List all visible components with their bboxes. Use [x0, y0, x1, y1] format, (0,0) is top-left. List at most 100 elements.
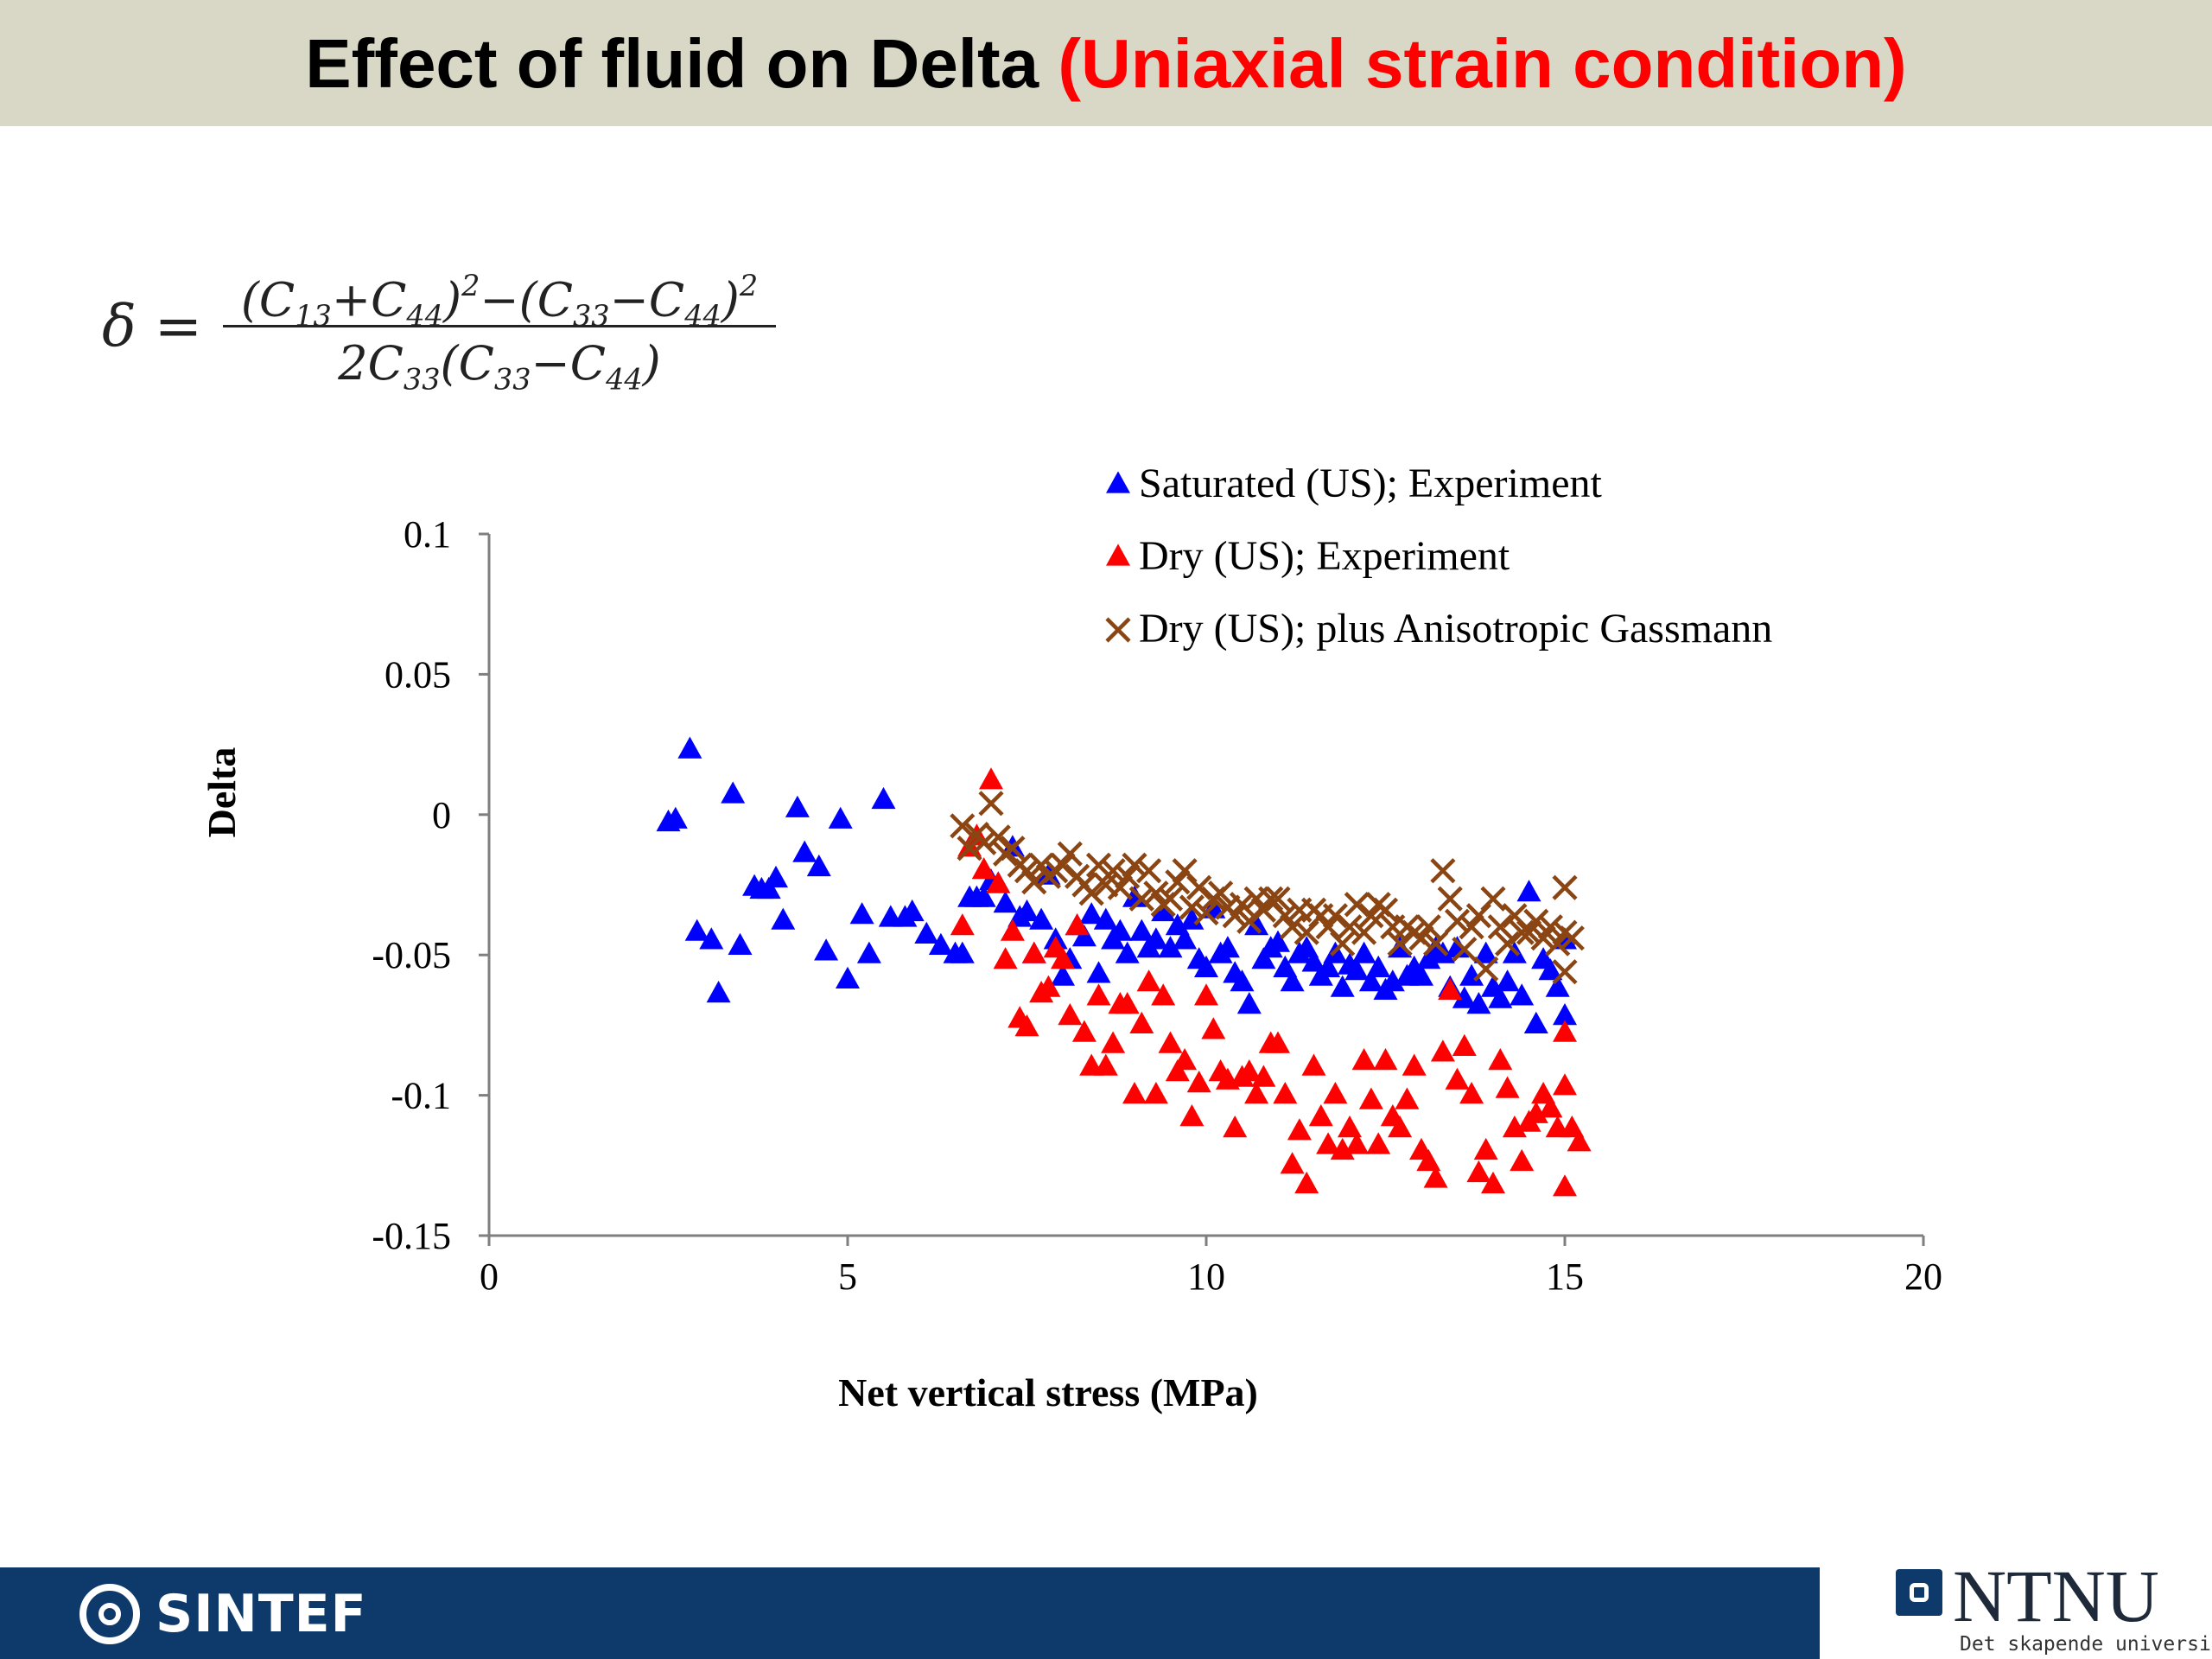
- data-point-marker: [1201, 1017, 1226, 1039]
- data-point-marker: [1509, 919, 1535, 945]
- data-point-marker: [806, 854, 831, 877]
- data-point-marker: [1244, 913, 1269, 936]
- data-point-marker: [1158, 936, 1183, 958]
- data-point-marker: [1473, 1137, 1498, 1160]
- data-point-marker: [1028, 852, 1054, 878]
- data-point-marker: [1545, 931, 1571, 957]
- data-point-marker: [1143, 880, 1169, 906]
- data-point-marker: [1559, 925, 1585, 951]
- data-point-marker: [1395, 1087, 1420, 1109]
- data-point-marker: [1387, 931, 1413, 957]
- data-point-marker: [856, 941, 881, 963]
- data-point-marker: [1058, 1003, 1083, 1026]
- y-tick-label: -0.1: [391, 1075, 451, 1117]
- data-point-marker: [1115, 863, 1141, 889]
- data-point-marker: [1165, 1059, 1190, 1082]
- data-point-marker: [1409, 963, 1433, 986]
- data-point-marker: [1136, 969, 1161, 992]
- data-point-marker: [1330, 1137, 1355, 1160]
- title-main: Effect of fluid on Delta: [305, 25, 1058, 102]
- data-point-marker: [1014, 899, 1039, 922]
- legend-label: Dry (US); Experiment: [1139, 533, 1510, 579]
- data-point-marker: [771, 907, 796, 930]
- data-point-marker: [1251, 1065, 1276, 1087]
- y-tick-label: -0.15: [372, 1215, 451, 1257]
- title-band: [0, 0, 2212, 126]
- data-point-marker: [1358, 903, 1384, 929]
- data-point-marker: [1071, 925, 1096, 947]
- data-point-marker: [1430, 1039, 1455, 1062]
- data-point-marker: [1344, 958, 1370, 981]
- data-point-marker: [1495, 969, 1520, 992]
- data-point-marker: [1158, 1031, 1183, 1053]
- data-point-marker: [928, 932, 953, 955]
- data-point-marker: [764, 865, 788, 888]
- legend-marker: [1106, 471, 1130, 493]
- formula-lhs: δ =: [102, 293, 203, 359]
- y-axis-title: Delta: [200, 747, 244, 838]
- data-point-marker: [1358, 969, 1383, 992]
- data-point-marker: [1523, 1011, 1548, 1033]
- footer-band: [0, 1567, 1820, 1659]
- y-tick-label: -0.05: [372, 934, 451, 976]
- data-point-marker: [1373, 1048, 1398, 1071]
- x-tick-label: 0: [480, 1255, 499, 1298]
- data-point-marker: [1481, 1171, 1505, 1194]
- data-point-marker: [1236, 992, 1262, 1014]
- ntnu-wordmark: NTNU: [1953, 1554, 2159, 1637]
- data-point-marker: [1316, 955, 1341, 977]
- data-point-marker: [1014, 1014, 1039, 1037]
- sintef-wordmark: SINTEF: [156, 1584, 367, 1644]
- data-point-marker: [1179, 907, 1205, 930]
- data-point-marker: [1322, 903, 1348, 929]
- data-point-marker: [1466, 992, 1491, 1014]
- data-point-marker: [986, 871, 1011, 893]
- data-point-marker: [1452, 937, 1478, 963]
- ntnu-tagline: Det skapende universitet: [1960, 1633, 2212, 1656]
- data-point-marker: [1372, 897, 1399, 923]
- data-point-marker: [1021, 941, 1046, 963]
- data-point-marker: [950, 941, 975, 963]
- legend-marker: [1105, 617, 1131, 643]
- data-point-marker: [1437, 886, 1463, 912]
- data-point-marker: [1552, 874, 1578, 900]
- data-point-marker: [1194, 983, 1218, 1006]
- data-point-marker: [1538, 1096, 1563, 1118]
- data-point-marker: [1416, 947, 1441, 969]
- x-axis-title: Net vertical stress (MPa): [838, 1370, 1258, 1414]
- data-point-marker: [1530, 925, 1556, 951]
- data-point-marker: [957, 836, 982, 861]
- data-point-marker: [1280, 1152, 1305, 1174]
- data-point-marker: [1488, 1048, 1513, 1071]
- data-point-marker: [1051, 963, 1075, 986]
- data-point-marker: [971, 830, 997, 855]
- data-point-marker: [1143, 927, 1168, 950]
- legend-marker: [1106, 543, 1130, 566]
- data-point-marker: [1014, 858, 1040, 884]
- data-point-marker: [1000, 918, 1025, 941]
- data-point-marker: [684, 918, 709, 941]
- data-point-marker: [1323, 1082, 1348, 1104]
- data-point-marker: [1086, 961, 1111, 983]
- data-point-marker: [1128, 886, 1154, 912]
- data-point-marker: [1000, 836, 1026, 861]
- data-point-marker: [914, 921, 939, 944]
- data-point-marker: [1107, 874, 1133, 900]
- data-point-marker: [1165, 869, 1191, 895]
- formula-denominator: 2C33(C33−C44): [338, 336, 661, 397]
- data-point-marker: [1308, 1104, 1333, 1127]
- data-point-marker: [1250, 897, 1276, 923]
- data-point-marker: [1273, 1082, 1298, 1104]
- data-point-marker: [1136, 858, 1162, 884]
- data-point-marker: [1538, 958, 1563, 981]
- data-point-marker: [1051, 947, 1075, 969]
- data-point-marker: [1452, 986, 1477, 1008]
- sintef-logo: SINTEF: [79, 1580, 367, 1649]
- data-point-marker: [1194, 955, 1218, 977]
- data-point-marker: [1230, 969, 1255, 992]
- data-point-marker: [1430, 858, 1456, 884]
- data-point-marker: [971, 885, 996, 907]
- data-point-marker: [1079, 902, 1104, 925]
- data-point-marker: [1523, 908, 1549, 934]
